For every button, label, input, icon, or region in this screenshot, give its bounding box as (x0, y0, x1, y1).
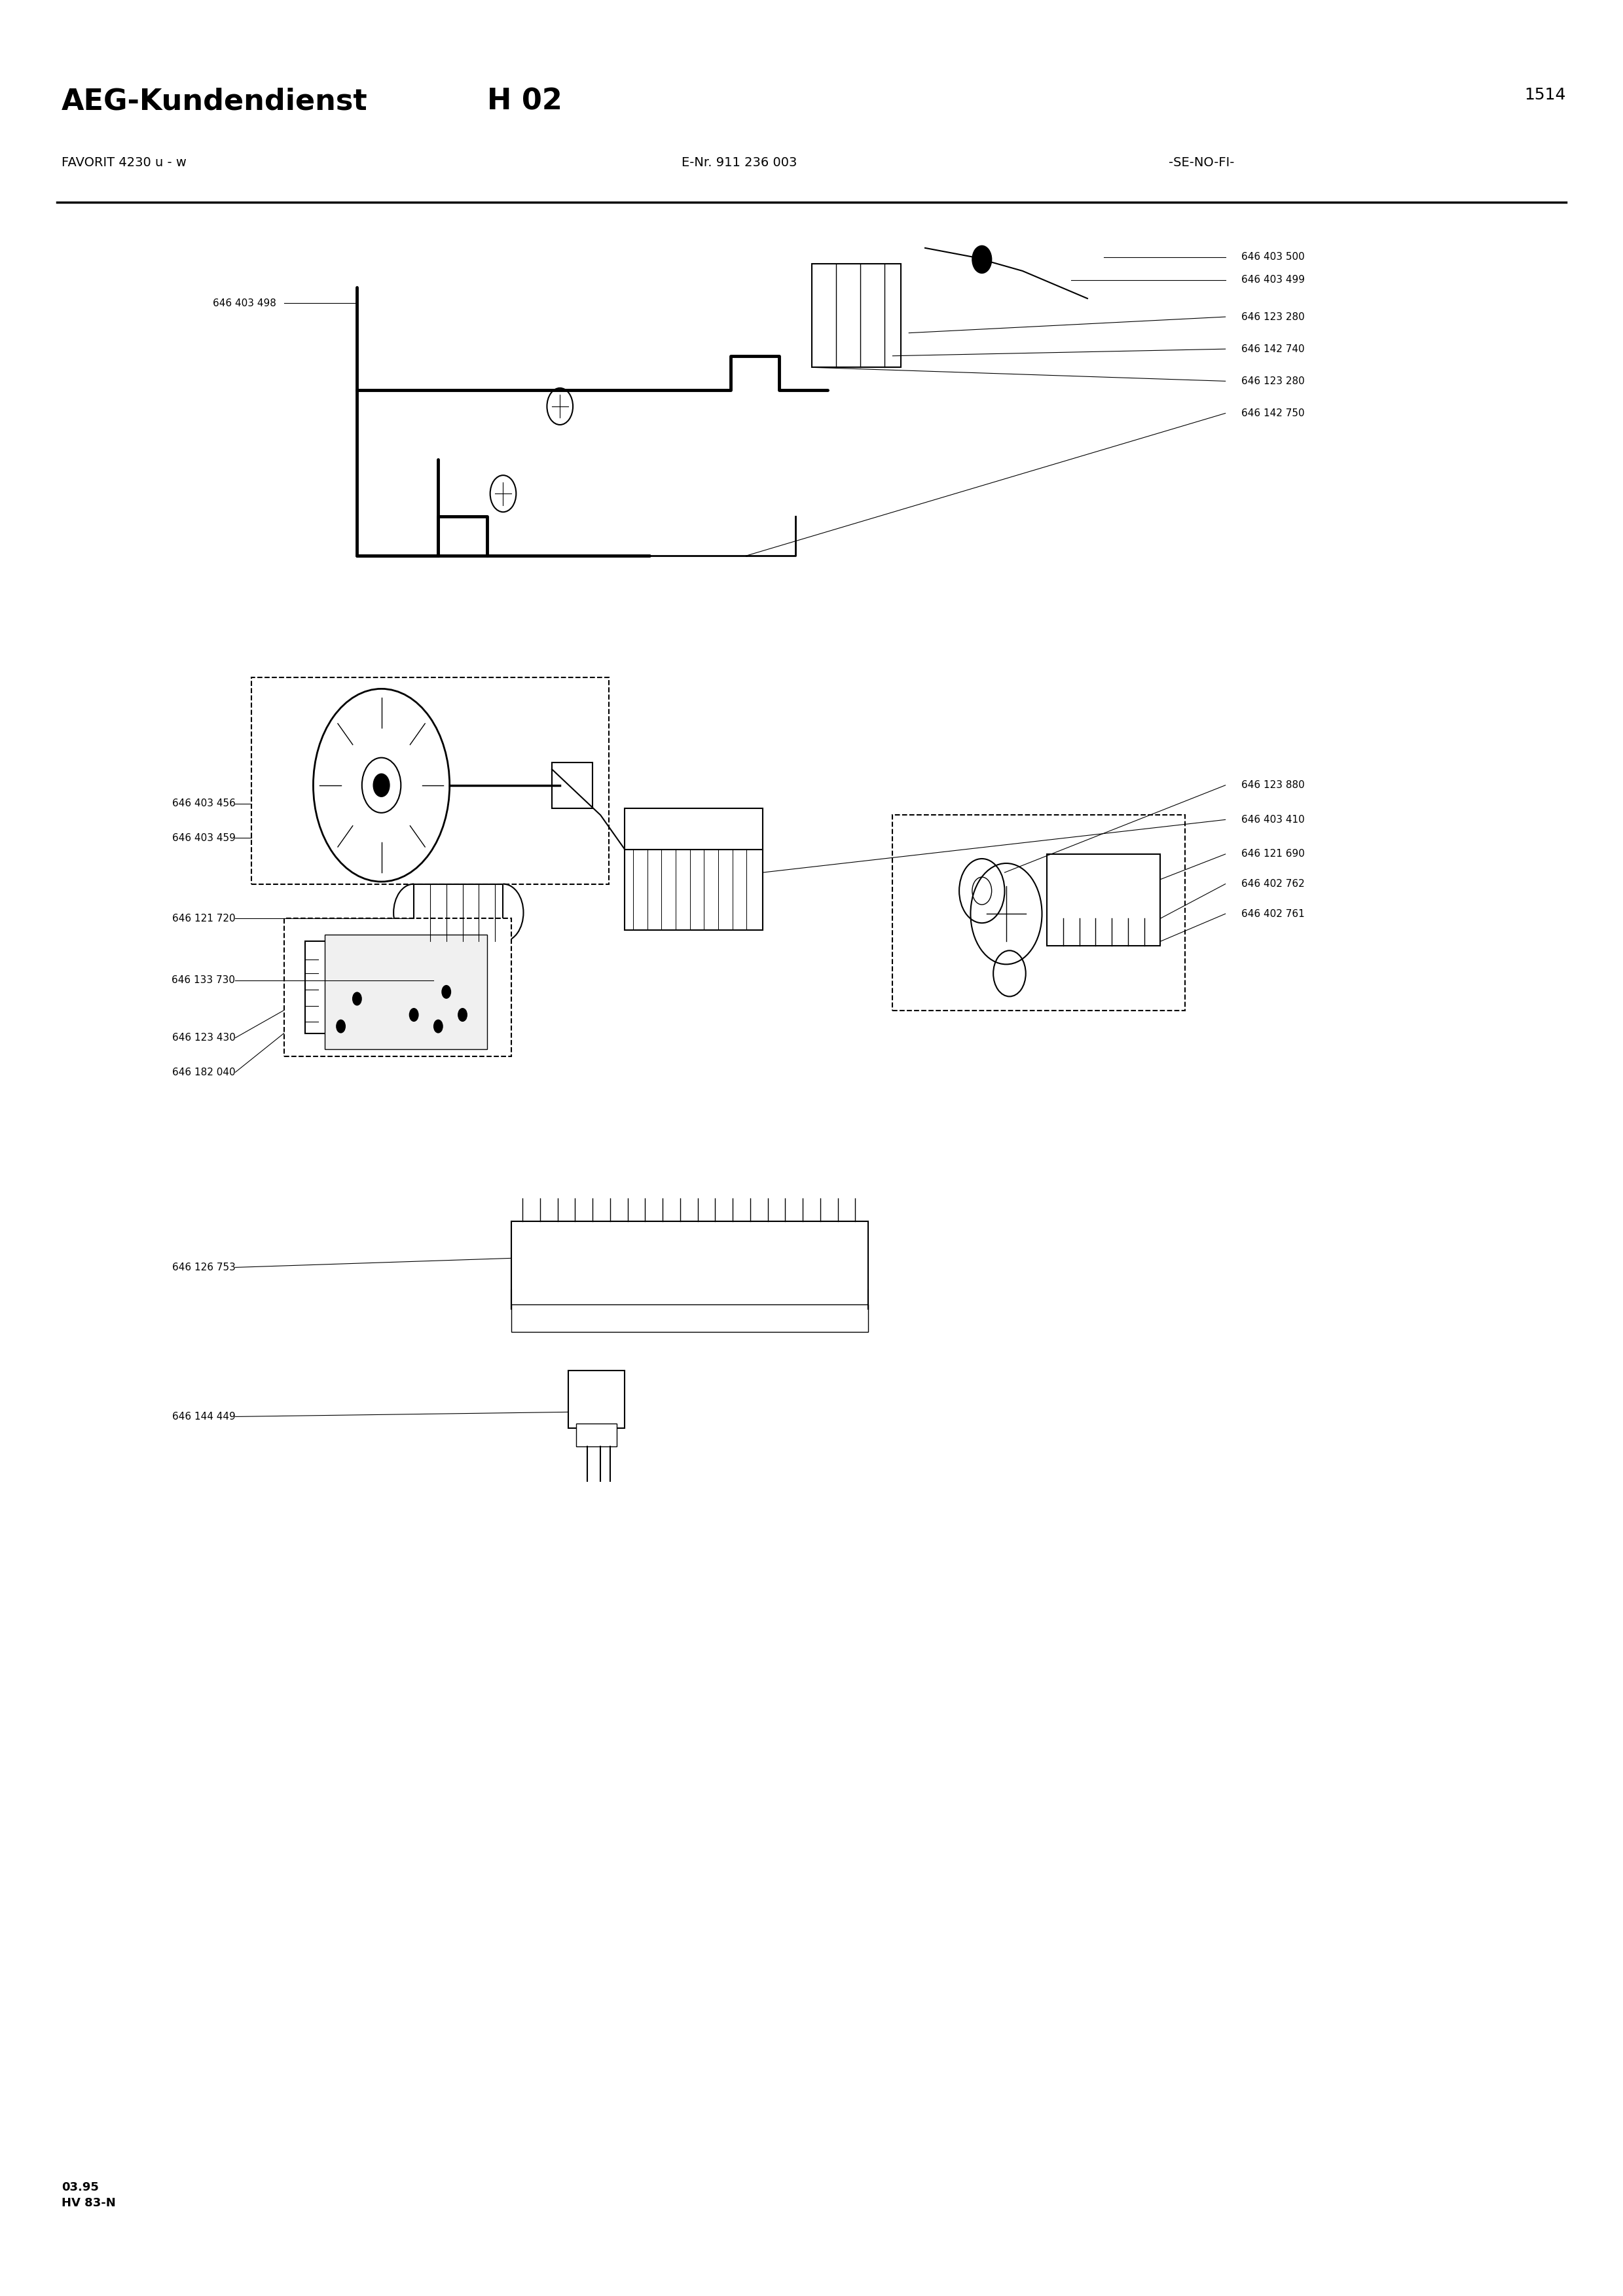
Text: 646 403 498: 646 403 498 (213, 298, 276, 308)
Circle shape (441, 985, 451, 999)
Text: 646 126 753: 646 126 753 (172, 1263, 235, 1272)
Circle shape (972, 246, 992, 273)
Text: 646 403 456: 646 403 456 (172, 799, 235, 808)
Circle shape (373, 774, 390, 797)
Text: 646 182 040: 646 182 040 (172, 1068, 235, 1077)
Circle shape (409, 1008, 419, 1022)
Text: 646 123 280: 646 123 280 (1242, 312, 1305, 321)
Circle shape (458, 1008, 467, 1022)
Text: 646 402 761: 646 402 761 (1242, 909, 1305, 918)
Text: 646 142 750: 646 142 750 (1242, 409, 1305, 418)
Text: 03.95
HV 83-N: 03.95 HV 83-N (62, 2181, 115, 2209)
FancyBboxPatch shape (893, 815, 1185, 1010)
Text: 646 142 740: 646 142 740 (1242, 344, 1305, 354)
Bar (625, 850, 763, 930)
Text: 646 133 730: 646 133 730 (172, 976, 235, 985)
Bar (414, 884, 503, 941)
Text: 646 123 280: 646 123 280 (1242, 377, 1305, 386)
Text: 646 402 762: 646 402 762 (1242, 879, 1305, 889)
Text: -SE-NO-FI-: -SE-NO-FI- (1169, 156, 1233, 168)
Bar (325, 934, 487, 1049)
Text: AEG-Kundendienst: AEG-Kundendienst (62, 87, 368, 115)
Text: 646 121 690: 646 121 690 (1242, 850, 1305, 859)
Text: 646 403 459: 646 403 459 (172, 833, 235, 843)
Circle shape (352, 992, 362, 1006)
Circle shape (433, 1019, 443, 1033)
Text: E-Nr. 911 236 003: E-Nr. 911 236 003 (682, 156, 797, 168)
Text: 1514: 1514 (1524, 87, 1566, 103)
Bar (568, 1371, 625, 1428)
Text: H 02: H 02 (487, 87, 562, 115)
Text: 646 123 430: 646 123 430 (172, 1033, 235, 1042)
Bar (625, 808, 763, 850)
Text: 646 123 880: 646 123 880 (1242, 781, 1305, 790)
FancyBboxPatch shape (252, 677, 609, 884)
Bar (812, 264, 901, 367)
Text: 646 403 410: 646 403 410 (1242, 815, 1305, 824)
Text: 646 121 720: 646 121 720 (172, 914, 235, 923)
Text: FAVORIT 4230 u - w: FAVORIT 4230 u - w (62, 156, 187, 168)
Bar (511, 1221, 868, 1309)
FancyBboxPatch shape (284, 918, 511, 1056)
Bar (576, 1424, 617, 1446)
Text: 646 403 499: 646 403 499 (1242, 276, 1305, 285)
Bar (511, 1304, 868, 1332)
Bar (552, 762, 592, 808)
Circle shape (336, 1019, 346, 1033)
Bar (305, 941, 403, 1033)
Text: 646 144 449: 646 144 449 (172, 1412, 235, 1421)
Text: 646 403 500: 646 403 500 (1242, 253, 1305, 262)
Bar (1047, 854, 1160, 946)
